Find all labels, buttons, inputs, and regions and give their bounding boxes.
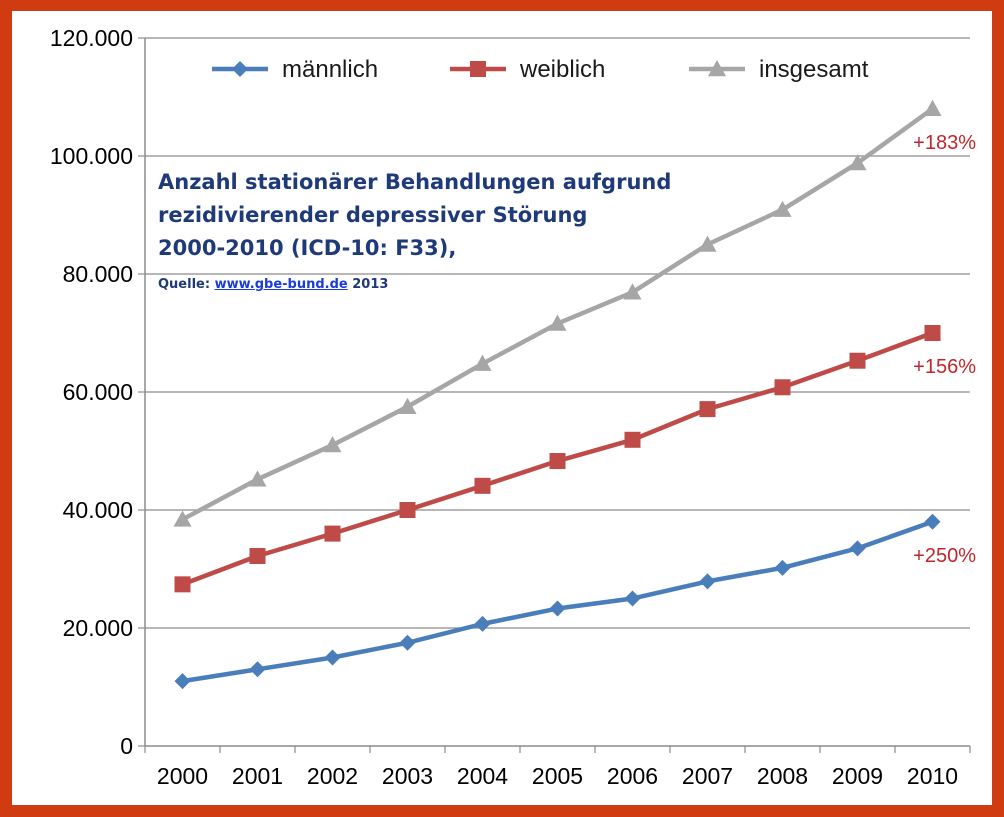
- data-point-2: [923, 99, 942, 116]
- data-point-2: [398, 397, 417, 414]
- x-tick-label: 2010: [907, 763, 958, 789]
- data-point-1: [549, 453, 566, 470]
- legend-marker-2: [708, 60, 726, 77]
- data-point-0: [774, 559, 791, 576]
- chart-title-line-1: Anzahl stationärer Behandlungen aufgrund: [158, 170, 672, 194]
- x-tick-label: 2000: [157, 763, 208, 789]
- end-label-2: +183%: [913, 132, 976, 154]
- data-point-0: [249, 661, 266, 678]
- x-tick-label: 2003: [382, 763, 433, 789]
- data-point-1: [624, 431, 641, 448]
- data-point-1: [249, 548, 266, 565]
- data-point-1: [324, 525, 341, 542]
- data-point-0: [399, 634, 416, 651]
- data-point-0: [624, 590, 641, 607]
- y-tick-label: 20.000: [63, 615, 133, 641]
- data-point-1: [474, 477, 491, 494]
- x-tick-label: 2002: [307, 763, 358, 789]
- data-point-1: [699, 401, 716, 418]
- y-tick-label: 60.000: [63, 379, 133, 405]
- data-point-0: [699, 573, 716, 590]
- chart-title-block: Anzahl stationärer Behandlungen aufgrund…: [158, 166, 778, 292]
- x-tick-label: 2004: [457, 763, 508, 789]
- source-prefix: Quelle:: [158, 277, 215, 292]
- data-point-2: [473, 354, 492, 371]
- data-point-2: [623, 283, 642, 300]
- data-point-0: [174, 673, 191, 690]
- data-point-1: [399, 502, 416, 518]
- legend-marker-1: [470, 61, 486, 77]
- x-tick-label: 2007: [682, 763, 733, 789]
- y-tick-label: 120.000: [50, 25, 133, 51]
- data-point-2: [173, 510, 192, 527]
- chart-title-line-2: rezidivierender depressiver Störung: [158, 203, 588, 227]
- end-label-0: +250%: [913, 545, 976, 567]
- data-point-0: [324, 649, 341, 666]
- x-tick-label: 2001: [232, 763, 283, 789]
- end-label-1: +156%: [913, 356, 976, 378]
- x-tick-label: 2009: [832, 763, 883, 789]
- x-tick-label: 2008: [757, 763, 808, 789]
- data-point-2: [548, 314, 567, 331]
- chart-area: 0 20.000 40.000 60.000 80.000 100.000 120.000 2…: [12, 11, 992, 805]
- source-line: Quelle: www.gbe-bund.de 2013: [158, 277, 778, 292]
- source-link[interactable]: www.gbe-bund.de: [214, 277, 348, 292]
- data-point-0: [474, 615, 491, 632]
- data-point-0: [849, 540, 866, 557]
- data-point-1: [174, 576, 191, 593]
- line-chart: 0 20.000 40.000 60.000 80.000 100.000 120.000 2…: [50, 25, 976, 789]
- data-point-0: [924, 513, 941, 530]
- x-tick-label: 2006: [607, 763, 658, 789]
- data-point-2: [773, 200, 792, 217]
- data-point-1: [849, 352, 866, 369]
- legend-label-2: insgesamt: [759, 56, 869, 83]
- data-point-2: [323, 436, 342, 453]
- legend-label-1: weiblich: [519, 56, 605, 83]
- legend-label-0: männlich: [282, 56, 378, 83]
- data-point-2: [848, 154, 867, 171]
- y-tick-label: 40.000: [63, 497, 133, 523]
- data-point-2: [698, 235, 717, 252]
- data-point-2: [248, 470, 267, 487]
- data-point-1: [924, 325, 941, 341]
- source-suffix: 2013: [347, 277, 389, 292]
- y-tick-label: 100.000: [50, 143, 133, 169]
- legend-marker-0: [232, 61, 248, 77]
- data-point-0: [549, 600, 566, 617]
- y-tick-label: 80.000: [63, 261, 133, 287]
- y-tick-label: 0: [120, 733, 133, 759]
- data-point-1: [774, 379, 791, 396]
- x-tick-label: 2005: [532, 763, 583, 789]
- chart-title-line-3: 2000-2010 (ICD-10: F33),: [158, 236, 457, 260]
